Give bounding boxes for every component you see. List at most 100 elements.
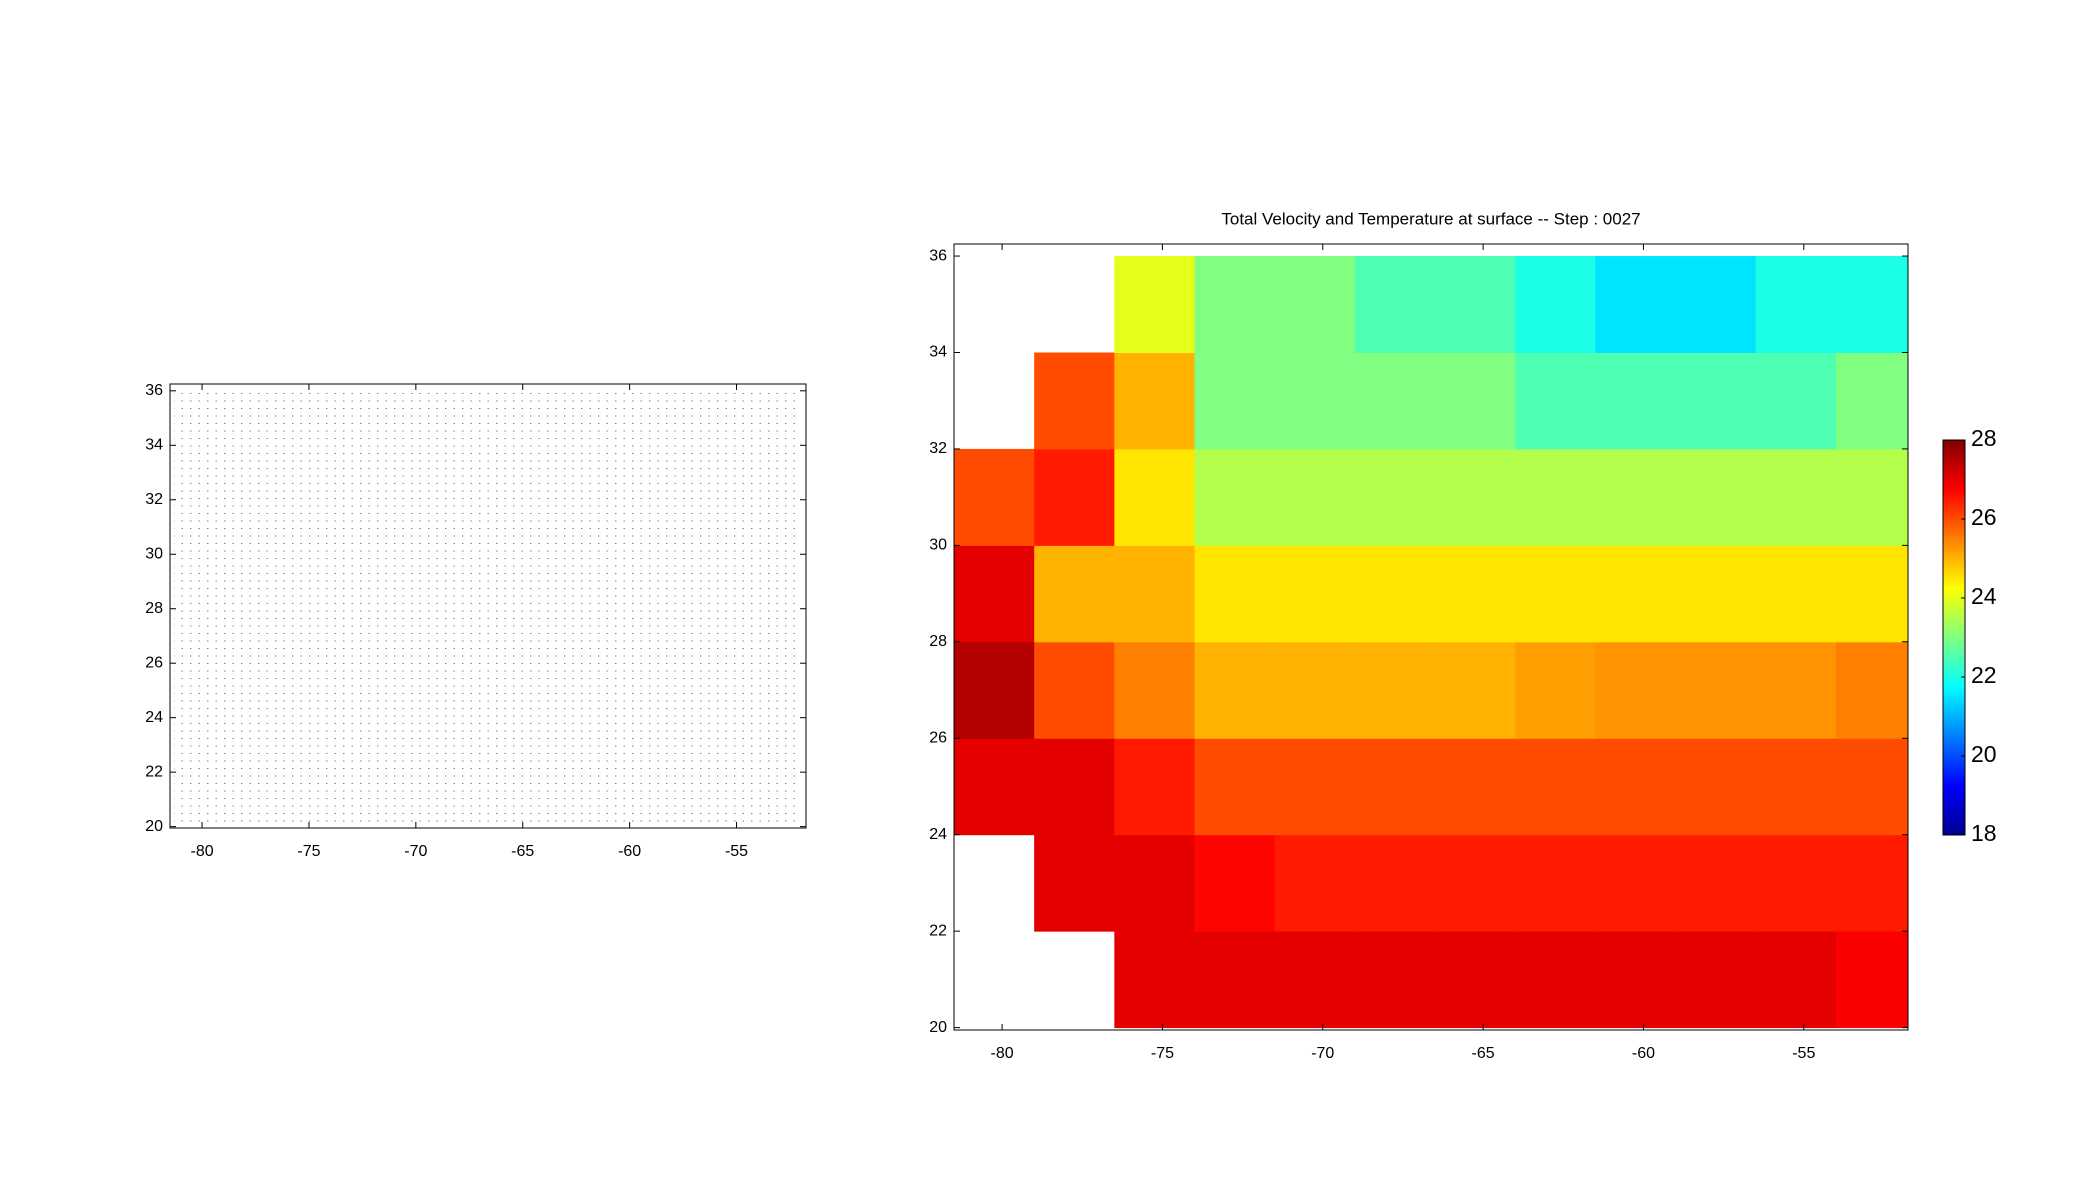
heat-cell — [1835, 256, 1908, 353]
x-tick-label: -60 — [618, 843, 641, 860]
heat-cell — [1835, 641, 1908, 739]
heat-cell — [1354, 931, 1436, 1029]
heat-cell — [1435, 256, 1516, 353]
heat-cell — [1675, 738, 1757, 836]
y-tick-label: 30 — [145, 545, 163, 562]
heat-cell — [1274, 738, 1356, 836]
y-tick-label: 20 — [145, 818, 163, 835]
heat-cell — [1755, 931, 1837, 1029]
x-tick-label: -65 — [511, 843, 534, 860]
y-tick-label: 24 — [929, 826, 947, 843]
colorbar: 18 20 22 24 26 28 — [1942, 425, 1997, 846]
heat-cell — [1194, 545, 1276, 643]
heat-cell — [1595, 641, 1677, 739]
y-tick-label: 28 — [145, 600, 163, 617]
heat-cell — [1755, 256, 1837, 353]
heat-cell — [1435, 545, 1516, 643]
colorbar-tick-label: 24 — [1971, 583, 1997, 609]
heat-cell — [1835, 448, 1908, 546]
heat-cell — [1435, 834, 1516, 932]
heat-cell — [1595, 834, 1677, 932]
heat-cell — [1034, 641, 1115, 739]
heat-cell — [1114, 352, 1196, 450]
heat-cell — [1435, 641, 1516, 739]
x-tick-label: -80 — [191, 843, 214, 860]
heat-cell — [1675, 545, 1757, 643]
y-tick-label: 20 — [929, 1019, 947, 1036]
y-tick-label: 24 — [145, 709, 163, 726]
heat-cell — [1675, 352, 1757, 450]
x-tick-label: -75 — [1151, 1045, 1174, 1062]
heat-cell — [1114, 834, 1196, 932]
y-tick-label: 26 — [929, 729, 947, 746]
y-tick-label: 28 — [929, 633, 947, 650]
x-tick-label: -65 — [1472, 1045, 1495, 1062]
heat-cell — [1194, 738, 1276, 836]
heat-cell — [1354, 545, 1436, 643]
heat-cell — [1274, 931, 1356, 1029]
heat-cell — [1835, 545, 1908, 643]
heat-cell — [1034, 545, 1115, 643]
heat-cell — [1675, 256, 1757, 353]
heat-cell — [1354, 738, 1436, 836]
heat-cell — [1595, 448, 1677, 546]
axes-frame — [169, 383, 807, 829]
heat-cell — [1354, 352, 1436, 450]
heat-cell — [1034, 738, 1115, 836]
heat-cell — [1435, 738, 1516, 836]
colorbar-tick-label: 22 — [1971, 662, 1997, 688]
heat-cell — [1034, 834, 1115, 932]
y-tick-label: 22 — [145, 763, 163, 780]
heat-cell — [1034, 352, 1115, 450]
heat-cell — [1435, 448, 1516, 546]
heat-cell — [1354, 448, 1436, 546]
heat-cell — [1755, 448, 1837, 546]
x-tick-label: -70 — [1311, 1045, 1334, 1062]
heat-cell — [1274, 834, 1356, 932]
heat-cell — [1595, 545, 1677, 643]
y-tick-label: 26 — [145, 654, 163, 671]
colorbar-tick-label: 26 — [1971, 504, 1997, 530]
heat-cell — [1595, 352, 1677, 450]
heat-cell — [1435, 931, 1516, 1029]
y-tick-label: 22 — [929, 922, 947, 939]
colorbar-tick-label: 20 — [1971, 741, 1997, 767]
heat-cell — [1274, 545, 1356, 643]
heat-cell — [1274, 641, 1356, 739]
heat-cell — [1354, 834, 1436, 932]
heat-cell — [1194, 448, 1276, 546]
heat-cell — [1515, 834, 1596, 932]
heat-cell — [1274, 256, 1356, 353]
x-tick-label: -60 — [1632, 1045, 1655, 1062]
y-tick-label: 36 — [929, 247, 947, 264]
y-tick-label: 30 — [929, 537, 947, 554]
y-tick-label: 36 — [145, 382, 163, 399]
heat-cell — [1114, 545, 1196, 643]
heat-cell — [1515, 448, 1596, 546]
y-tick-label: 32 — [145, 491, 163, 508]
zero-vector-field — [174, 388, 802, 824]
heat-cell — [1274, 352, 1356, 450]
heat-cell — [954, 448, 1035, 546]
heat-cell — [1595, 256, 1677, 353]
heat-cell — [1194, 834, 1276, 932]
heat-cell — [1755, 738, 1837, 836]
heat-cell — [1755, 641, 1837, 739]
heat-cell — [1114, 931, 1196, 1029]
heat-cell — [1114, 641, 1196, 739]
heat-cell — [1034, 448, 1115, 546]
heat-cell — [1274, 448, 1356, 546]
colorbar-scale — [1942, 439, 1966, 836]
heat-cell — [1114, 448, 1196, 546]
heat-cell — [1595, 931, 1677, 1029]
heat-cell — [1194, 256, 1276, 353]
x-tick-label: -70 — [404, 843, 427, 860]
x-tick-label: -75 — [297, 843, 320, 860]
heat-cell — [1675, 641, 1757, 739]
heat-cell — [1675, 448, 1757, 546]
heat-cell — [1515, 545, 1596, 643]
heat-cell — [1354, 256, 1436, 353]
heat-cell — [1194, 931, 1276, 1029]
heat-cell — [1515, 931, 1596, 1029]
heat-cell — [1755, 834, 1837, 932]
